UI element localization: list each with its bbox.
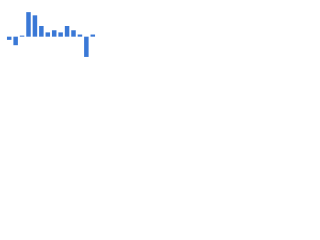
bar	[58, 32, 63, 37]
page: (() => { const data = JSON.parse(documen…	[0, 0, 320, 71]
bar	[19, 35, 25, 37]
bar	[45, 32, 51, 37]
bar	[26, 12, 31, 37]
bar	[51, 30, 57, 37]
bar	[64, 26, 70, 37]
bar	[32, 15, 38, 37]
bar	[13, 36, 18, 46]
bar	[84, 36, 89, 57]
bar	[90, 34, 96, 37]
bar	[39, 26, 44, 37]
bar	[77, 34, 83, 37]
chart	[0, 0, 100, 71]
bar	[6, 36, 12, 40]
bar	[71, 30, 76, 37]
